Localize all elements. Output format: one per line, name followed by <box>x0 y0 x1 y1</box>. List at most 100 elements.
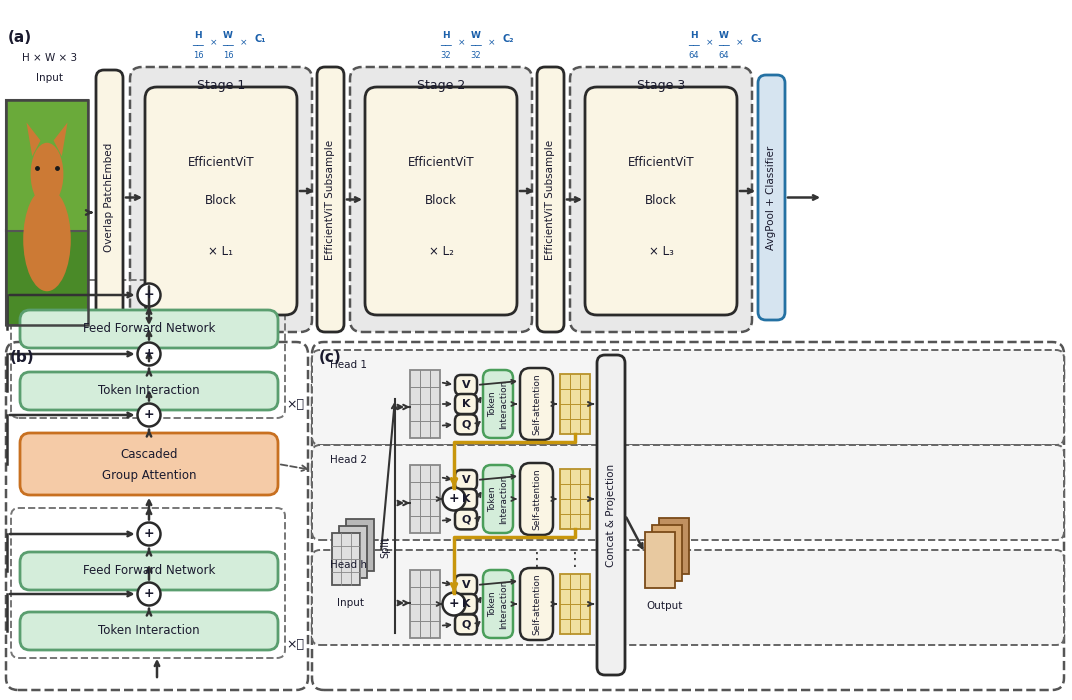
Text: +: + <box>144 288 154 301</box>
FancyBboxPatch shape <box>758 75 785 320</box>
FancyBboxPatch shape <box>130 67 312 332</box>
Text: +: + <box>144 587 154 600</box>
FancyBboxPatch shape <box>455 615 477 634</box>
Bar <box>652 525 682 581</box>
Text: 64: 64 <box>688 52 699 60</box>
Text: Block: Block <box>426 195 457 207</box>
FancyBboxPatch shape <box>597 355 625 675</box>
Text: EfficientViT Subsample: EfficientViT Subsample <box>326 139 336 260</box>
Text: ×: × <box>488 38 495 48</box>
Text: Cascaded: Cascaded <box>120 448 178 461</box>
FancyBboxPatch shape <box>312 445 1064 540</box>
FancyBboxPatch shape <box>520 368 553 440</box>
Text: H: H <box>194 31 202 39</box>
Text: Self-attention: Self-attention <box>532 373 541 435</box>
FancyBboxPatch shape <box>20 612 278 650</box>
Text: 16: 16 <box>193 52 204 60</box>
Bar <box>410 370 440 438</box>
Text: Token
Interaction: Token Interaction <box>489 379 508 428</box>
Text: W: W <box>719 31 729 39</box>
Circle shape <box>137 522 161 545</box>
Text: Input: Input <box>338 598 364 608</box>
Polygon shape <box>54 122 68 156</box>
Text: +: + <box>144 408 154 421</box>
FancyBboxPatch shape <box>455 470 477 490</box>
Text: EfficientViT: EfficientViT <box>407 155 474 169</box>
FancyBboxPatch shape <box>585 87 736 315</box>
Circle shape <box>137 582 161 606</box>
Text: × L₂: × L₂ <box>429 245 453 258</box>
Text: EfficientViT: EfficientViT <box>188 155 254 169</box>
Text: K: K <box>462 399 471 409</box>
Bar <box>659 518 689 574</box>
Polygon shape <box>27 122 41 156</box>
Text: EfficientViT: EfficientViT <box>628 155 695 169</box>
Text: ×: × <box>240 38 248 48</box>
Text: Input: Input <box>36 73 63 83</box>
Bar <box>6 230 88 325</box>
Text: Head h: Head h <box>330 560 367 570</box>
Text: ×: × <box>706 38 714 48</box>
Text: V: V <box>462 580 471 590</box>
FancyBboxPatch shape <box>483 465 513 533</box>
FancyBboxPatch shape <box>455 394 477 414</box>
Bar <box>560 574 590 634</box>
Text: V: V <box>462 475 471 485</box>
FancyBboxPatch shape <box>20 372 278 410</box>
Bar <box>6 100 88 325</box>
Text: 32: 32 <box>441 52 451 60</box>
Text: +: + <box>144 527 154 540</box>
Text: ×: × <box>210 38 218 48</box>
Bar <box>6 100 88 230</box>
Text: Feed Forward Network: Feed Forward Network <box>83 323 215 335</box>
FancyBboxPatch shape <box>364 87 517 315</box>
Text: ×: × <box>458 38 465 48</box>
Text: V: V <box>462 380 471 390</box>
Text: Self-attention: Self-attention <box>532 468 541 530</box>
Bar <box>560 374 590 434</box>
Text: Concat & Projection: Concat & Projection <box>606 463 616 566</box>
Circle shape <box>137 342 161 365</box>
Text: Token Interaction: Token Interaction <box>99 384 199 398</box>
Text: C₂: C₂ <box>503 34 513 44</box>
Text: Split: Split <box>379 536 390 558</box>
Text: Self-attention: Self-attention <box>532 573 541 635</box>
Bar <box>560 469 590 529</box>
FancyBboxPatch shape <box>483 570 513 638</box>
FancyBboxPatch shape <box>349 67 532 332</box>
Text: Q: Q <box>461 419 471 429</box>
Text: (b): (b) <box>10 351 34 365</box>
FancyBboxPatch shape <box>96 70 123 325</box>
Text: Block: Block <box>205 195 237 207</box>
Bar <box>410 465 440 533</box>
Text: Stage 1: Stage 1 <box>197 78 245 92</box>
Text: Q: Q <box>461 620 471 629</box>
FancyBboxPatch shape <box>20 433 278 495</box>
Bar <box>339 526 367 578</box>
Text: ×: × <box>736 38 744 48</box>
Text: ×𝒩: ×𝒩 <box>286 638 304 652</box>
Text: Block: Block <box>645 195 676 207</box>
Text: Q: Q <box>461 514 471 524</box>
Text: Group Attention: Group Attention <box>102 469 196 482</box>
FancyBboxPatch shape <box>570 67 751 332</box>
Text: ──: ── <box>718 41 730 51</box>
Text: W: W <box>223 31 233 39</box>
FancyBboxPatch shape <box>317 67 344 332</box>
Bar <box>645 532 675 588</box>
Text: Output: Output <box>646 601 683 611</box>
Text: ──: ── <box>441 41 452 51</box>
Text: (a): (a) <box>8 31 32 46</box>
Circle shape <box>443 487 465 510</box>
FancyBboxPatch shape <box>455 575 477 595</box>
FancyBboxPatch shape <box>455 489 477 509</box>
Text: × L₁: × L₁ <box>208 245 234 258</box>
Text: C₃: C₃ <box>750 34 762 44</box>
Bar <box>346 519 374 571</box>
Text: +: + <box>449 492 459 505</box>
Text: K: K <box>462 494 471 504</box>
Circle shape <box>137 284 161 307</box>
Text: ⋮: ⋮ <box>566 551 584 569</box>
FancyBboxPatch shape <box>455 414 477 435</box>
FancyBboxPatch shape <box>520 568 553 640</box>
